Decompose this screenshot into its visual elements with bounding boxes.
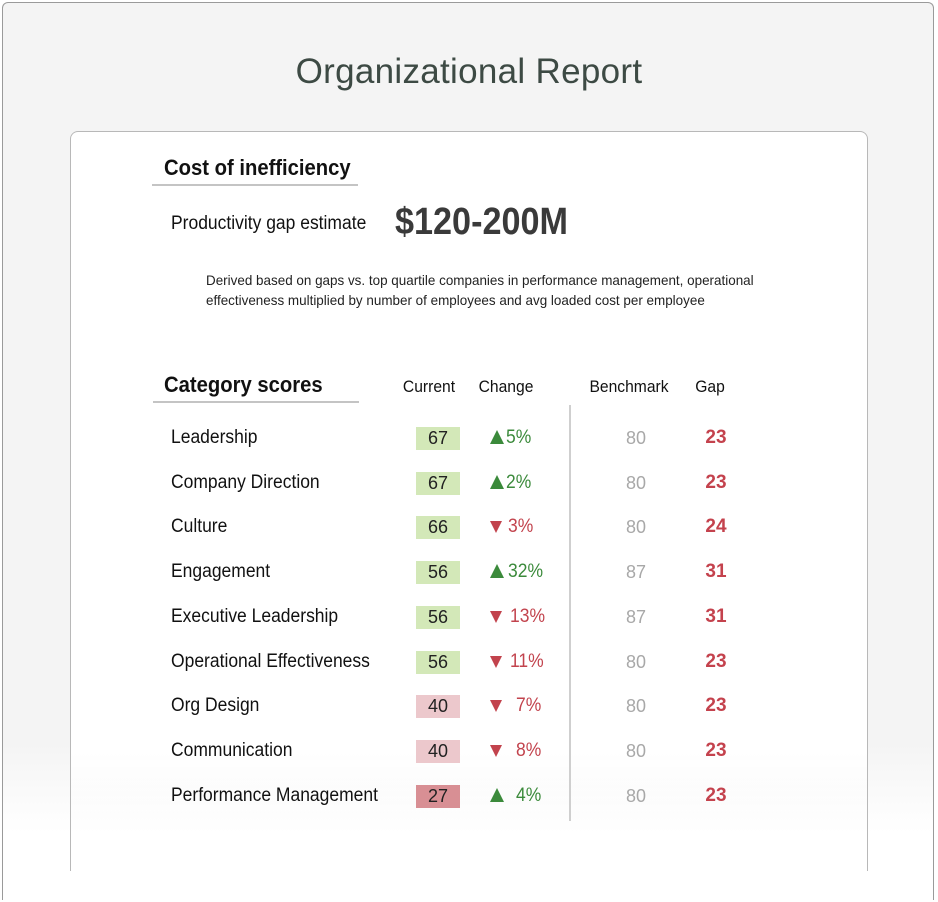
productivity-gap-value: $120-200M [395, 201, 569, 243]
change-cell: 32% [490, 550, 560, 594]
category-name: Executive Leadership [171, 605, 339, 627]
gap-note-line: Derived based on gaps vs. top quartile c… [206, 272, 754, 288]
column-header-current: Current [402, 377, 456, 396]
benchmark-value: 87 [625, 606, 647, 627]
change-value: 7% [516, 695, 542, 717]
arrow-down-icon [490, 521, 502, 534]
cost-heading-underline [152, 184, 358, 186]
benchmark-value: 80 [625, 740, 647, 761]
gap-value: 23 [705, 650, 727, 672]
benchmark-value: 80 [625, 785, 647, 806]
change-cell: 7% [490, 684, 560, 728]
gap-value: 23 [705, 695, 727, 717]
table-row: Executive Leadership 56 13% 87 31 [0, 595, 938, 639]
arrow-down-icon [490, 744, 502, 757]
gap-value: 31 [705, 605, 727, 627]
current-score-badge: 40 [416, 739, 460, 763]
gap-value: 23 [705, 471, 727, 493]
current-score-badge: 27 [416, 784, 460, 808]
change-value: 11% [510, 650, 544, 672]
page-title: Organizational Report [295, 52, 643, 91]
change-cell: 2% [490, 461, 560, 505]
benchmark-value: 87 [625, 562, 647, 583]
arrow-up-icon [490, 430, 504, 444]
table-row: Leadership 67 5% 80 23 [0, 416, 938, 460]
benchmark-value: 80 [625, 428, 647, 448]
category-name: Communication [171, 739, 293, 761]
change-cell: 5% [490, 416, 560, 460]
change-value: 8% [516, 739, 542, 761]
arrow-up-icon [490, 564, 504, 579]
scores-section-heading: Category scores [164, 372, 323, 397]
gap-methodology-note: Derived based on gaps vs. top quartile c… [206, 270, 782, 310]
column-header-gap: Gap [695, 377, 725, 396]
table-row: Communication 40 8% 80 23 [0, 729, 938, 773]
gap-value: 23 [705, 427, 727, 448]
current-score-badge: 56 [416, 561, 460, 585]
change-value: 32% [508, 561, 543, 583]
change-cell: 3% [490, 505, 560, 549]
category-name: Culture [171, 516, 228, 538]
arrow-up-icon [490, 787, 504, 802]
table-row: Culture 66 3% 80 24 [0, 505, 938, 549]
change-value: 13% [510, 605, 545, 627]
arrow-down-icon [490, 610, 502, 623]
current-score-badge: 67 [416, 471, 460, 495]
change-value: 5% [506, 427, 532, 448]
column-divider [569, 405, 571, 821]
gap-value: 31 [705, 561, 727, 583]
current-score-badge: 66 [416, 516, 460, 540]
arrow-down-icon [490, 655, 502, 668]
benchmark-value: 80 [625, 517, 647, 538]
change-value: 2% [506, 471, 532, 493]
change-cell: 13% [490, 595, 560, 639]
arrow-up-icon [490, 474, 504, 489]
table-row: Performance Management 27 4% 80 23 [0, 774, 938, 818]
change-cell: 8% [490, 729, 560, 773]
scores-heading-underline [153, 401, 359, 403]
column-header-change: Change [478, 377, 534, 396]
category-name: Company Direction [171, 471, 320, 493]
change-value: 4% [516, 784, 542, 806]
table-row: Engagement 56 32% 87 31 [0, 550, 938, 594]
table-row: Operational Effectiveness 56 11% 80 23 [0, 640, 938, 684]
table-row: Org Design 40 7% 80 23 [0, 684, 938, 728]
benchmark-value: 80 [625, 651, 647, 672]
column-header-benchmark: Benchmark [589, 377, 669, 396]
category-name: Operational Effectiveness [171, 650, 370, 672]
category-name: Engagement [171, 561, 271, 583]
category-name: Org Design [171, 695, 260, 717]
report-card [70, 131, 868, 871]
gap-value: 23 [705, 739, 727, 761]
table-row: Company Direction 67 2% 80 23 [0, 461, 938, 505]
cost-section-heading: Cost of inefficiency [164, 155, 351, 180]
current-score-badge: 40 [416, 695, 460, 719]
current-score-badge: 56 [416, 650, 460, 674]
arrow-down-icon [490, 700, 502, 713]
gap-value: 24 [705, 516, 727, 538]
benchmark-value: 80 [625, 472, 647, 493]
category-name: Performance Management [171, 784, 378, 806]
change-cell: 4% [490, 774, 560, 818]
gap-note-line: effectiveness multiplied by number of em… [206, 292, 705, 308]
change-cell: 11% [490, 640, 560, 684]
benchmark-value: 80 [625, 696, 647, 717]
current-score-badge: 67 [416, 427, 460, 450]
category-name: Leadership [171, 427, 258, 448]
current-score-badge: 56 [416, 605, 460, 629]
productivity-gap-label: Productivity gap estimate [171, 213, 367, 234]
change-value: 3% [508, 516, 534, 538]
gap-value: 23 [705, 784, 727, 806]
